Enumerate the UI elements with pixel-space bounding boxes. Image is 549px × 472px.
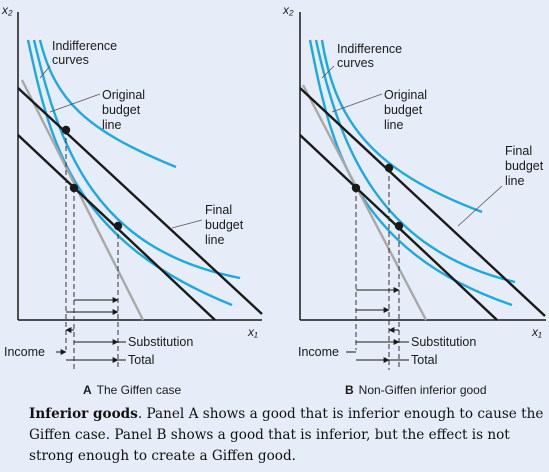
panel-b-orig-label-1: Original	[384, 88, 427, 102]
inferior-goods-figure: x₂ x₁ Indifference	[1, 3, 546, 397]
panel-b-final-label-1: Final	[505, 144, 532, 158]
panel-b-indifference-curve-3	[320, 39, 483, 214]
panel-a-total-label: Total	[128, 353, 154, 367]
panel-a-final-label-3: line	[205, 233, 225, 247]
panel-b-orig-label-2: budget	[384, 103, 423, 117]
panel-b-indifference-curve-2	[314, 39, 516, 284]
panel-b-indiff-label-2: curves	[337, 56, 374, 70]
panel-a-x-axis-label: x₁	[247, 325, 258, 339]
panel-a-indifference-curve-2	[32, 39, 241, 280]
panel-b-original-budget-line	[299, 87, 546, 317]
panel-a-caption: A The Giffen case	[83, 383, 181, 397]
panel-a-final-label-1: Final	[205, 203, 232, 217]
panel-a-y-axis-label: x₂	[1, 3, 13, 17]
panel-a-orig-label-2: budget	[102, 103, 141, 117]
panel-a-point-final	[113, 221, 123, 231]
panel-a-income-label: Income	[4, 345, 45, 359]
panel-a-indifference-curve-1	[26, 39, 233, 307]
panel-b-point-original	[384, 163, 394, 173]
panel-a-indifference-curve-3	[38, 39, 177, 169]
panel-b-indiff-leader	[321, 65, 335, 79]
panel-a-pivot-budget-line	[20, 79, 145, 321]
panel-a-substitution-label: Substitution	[128, 335, 193, 349]
panel-b-final-label-3: line	[505, 174, 525, 188]
panel-a-orig-label-3: line	[102, 118, 122, 132]
panel-a-orig-label-1: Original	[102, 88, 145, 102]
panel-b-substitution-label: Substitution	[411, 335, 476, 349]
panel-a: x₂ x₁ Indifference	[1, 3, 263, 397]
panel-b-indiff-label-1: Indifference	[337, 42, 402, 56]
panel-a-orig-leader	[49, 93, 101, 113]
panel-b-y-axis-label: x₂	[282, 3, 294, 17]
panel-a-indiff-label-1: Indifference	[52, 39, 117, 53]
panel-b-pivot-budget-line	[301, 84, 428, 321]
caption-body: . Panel A shows a good that is inferior …	[29, 406, 544, 464]
panel-b-income-label: Income	[298, 345, 339, 359]
panel-b-total-label: Total	[411, 353, 437, 367]
panel-b-orig-label-3: line	[384, 118, 404, 132]
panel-a-point-original	[61, 125, 71, 135]
panel-b-point-final	[351, 183, 361, 193]
panel-b-x-axis-label: x₁	[531, 325, 542, 339]
panel-a-final-budget-line	[17, 87, 263, 315]
panel-a-indiff-label-2: curves	[52, 53, 89, 67]
panel-b-final-label-2: budget	[505, 159, 544, 173]
panel-b-caption: B Non-Giffen inferior good	[345, 383, 487, 397]
panel-b: x₂ x₁ Indifference curves Original budge…	[282, 3, 546, 397]
panel-a-final-label-2: budget	[205, 218, 244, 232]
caption-title: Inferior goods	[29, 406, 138, 422]
figure-caption: Inferior goods. Panel A shows a good tha…	[29, 404, 544, 467]
panel-a-point-substitution	[69, 183, 79, 193]
panel-a-indiff-leader	[39, 65, 51, 79]
panel-b-orig-leader	[331, 93, 383, 113]
panel-b-point-substitution	[394, 221, 404, 231]
panel-a-final-leader	[171, 219, 203, 229]
panel-b-final-leader	[457, 185, 503, 227]
